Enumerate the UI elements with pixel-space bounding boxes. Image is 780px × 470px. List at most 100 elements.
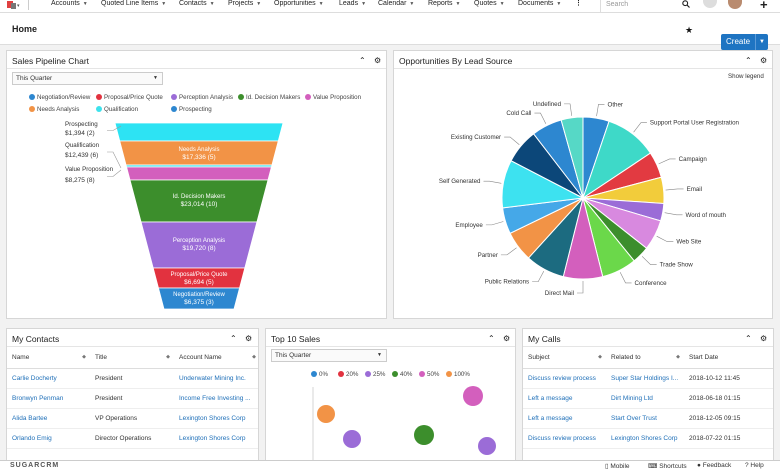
nav-leads[interactable]: Leads ▼ — [339, 0, 367, 7]
sort-icon[interactable]: ◆ — [676, 354, 680, 360]
legend-item-25[interactable]: 25% — [365, 371, 385, 378]
user-avatar[interactable] — [728, 0, 742, 9]
related-to-link[interactable]: Start Over Trust — [606, 408, 684, 429]
gear-icon[interactable]: ⚙ — [760, 334, 768, 343]
legend-label: Value Proposition — [313, 94, 362, 101]
funnel-callout-value: $12,439 (6) — [65, 152, 98, 159]
nav-projects[interactable]: Projects ▼ — [228, 0, 262, 7]
legend-item-qualification[interactable]: Qualification — [96, 106, 138, 113]
call-subject-link[interactable]: Discuss review process — [523, 428, 606, 449]
my-calls-dashlet: My Calls ⌃ ⚙ Subject ◆ Related to ◆ Start … — [522, 328, 774, 468]
legend-dot-icon — [365, 371, 371, 377]
favorite-star-icon[interactable]: ★ — [685, 25, 694, 35]
funnel-segment-prospecting[interactable] — [114, 122, 284, 142]
gear-icon[interactable]: ⚙ — [503, 334, 511, 343]
notifications-avatar[interactable] — [703, 0, 717, 8]
sales-bubble[interactable] — [343, 430, 361, 448]
legend-dot-icon — [311, 371, 317, 377]
related-to-link[interactable]: Lexington Shores Corp — [606, 428, 684, 449]
legend-item-value-proposition[interactable]: Value Proposition — [305, 94, 361, 101]
top-sales-filter-select[interactable]: This Quarter ▼ — [271, 349, 387, 362]
contact-name-link[interactable]: Orlando Emig — [7, 428, 90, 449]
call-subject-link[interactable]: Left a message — [523, 408, 606, 429]
legend-item-100[interactable]: 100% — [446, 371, 470, 378]
collapse-chevron-icon[interactable]: ⌃ — [745, 56, 752, 65]
contact-title: VP Operations — [90, 408, 174, 429]
sugar-cube-logo-icon[interactable]: ▾ — [6, 1, 20, 11]
quick-create-plus-icon[interactable]: + — [760, 0, 768, 12]
column-header-name[interactable]: Name ◆ — [7, 348, 90, 369]
gear-icon[interactable]: ⚙ — [760, 56, 768, 65]
funnel-segment-negotiation-review[interactable] — [157, 287, 241, 310]
legend-item-proposal-price-quote[interactable]: Proposal/Price Quote — [96, 94, 163, 101]
contact-name-link[interactable]: Carlie Docherty — [7, 368, 90, 389]
related-to-link[interactable]: Super Star Holdings I... — [606, 368, 684, 389]
nav-opportunities[interactable]: Opportunities ▼ — [274, 0, 324, 7]
sales-bubble[interactable] — [414, 425, 434, 445]
show-legend-link[interactable]: Show legend — [728, 73, 764, 80]
sort-icon[interactable]: ◆ — [598, 354, 602, 360]
contact-name-link[interactable]: Bronwyn Penman — [7, 388, 90, 409]
create-dropdown-caret-icon[interactable]: ▼ — [755, 34, 768, 50]
contact-name-link[interactable]: Alida Bartee — [7, 408, 90, 429]
legend-item-40[interactable]: 40% — [392, 371, 412, 378]
legend-item-50[interactable]: 50% — [419, 371, 439, 378]
page-header: Home ★ Create ▼ — [0, 13, 780, 50]
column-header-subject[interactable]: Subject ◆ — [523, 348, 606, 369]
column-header-start-date[interactable]: Start Date — [684, 348, 773, 369]
help-link[interactable]: ? Help — [745, 462, 764, 469]
gear-icon[interactable]: ⚙ — [374, 56, 382, 65]
nav-calendar[interactable]: Calendar ▼ — [378, 0, 415, 7]
legend-item-20[interactable]: 20% — [338, 371, 358, 378]
nav-accounts[interactable]: Accounts ▼ — [51, 0, 88, 7]
search-input[interactable]: Search — [606, 1, 629, 8]
sales-bubble[interactable] — [317, 405, 335, 423]
chevron-down-icon: ▼ — [209, 1, 215, 7]
pipeline-filter-select[interactable]: This Quarter ▼ — [12, 72, 163, 85]
pie-slice-undefined[interactable] — [560, 116, 584, 199]
column-header-related-to[interactable]: Related to ◆ — [606, 348, 684, 369]
sales-bubble[interactable] — [463, 386, 483, 406]
sort-icon[interactable]: ◆ — [252, 354, 256, 360]
gear-icon[interactable]: ⚙ — [245, 334, 253, 343]
call-start-date: 2018-12-05 09:15 — [684, 408, 773, 429]
nav-quotes[interactable]: Quotes ▼ — [474, 0, 505, 7]
pie-label: Other — [608, 101, 623, 108]
create-button[interactable]: Create ▼ — [721, 34, 768, 50]
shortcuts-link[interactable]: ⌨ Shortcuts — [648, 463, 687, 470]
legend-item-negotiation-review[interactable]: Negotiation/Review — [29, 94, 90, 101]
more-menu-icon[interactable]: ⋮ — [575, 0, 582, 7]
column-header-account-name[interactable]: Account Name ◆ — [174, 348, 258, 369]
collapse-chevron-icon[interactable]: ⌃ — [359, 56, 366, 65]
legend-item-prospecting[interactable]: Prospecting — [171, 106, 212, 113]
legend-item-perception-analysis[interactable]: Perception Analysis — [171, 94, 233, 101]
nav-contacts[interactable]: Contacts ▼ — [179, 0, 215, 7]
account-name-link[interactable]: Underwater Mining Inc. — [174, 368, 258, 389]
sort-icon[interactable]: ◆ — [82, 354, 86, 360]
sales-bubble[interactable] — [478, 437, 496, 455]
global-search[interactable]: Search — [600, 0, 695, 12]
collapse-chevron-icon[interactable]: ⌃ — [745, 334, 752, 343]
account-name-link[interactable]: Lexington Shores Corp — [174, 408, 258, 429]
nav-quoted-line-items[interactable]: Quoted Line Items ▼ — [101, 0, 167, 7]
search-icon[interactable] — [682, 0, 690, 8]
feedback-link[interactable]: ● Feedback — [697, 462, 732, 469]
collapse-chevron-icon[interactable]: ⌃ — [230, 334, 237, 343]
related-to-link[interactable]: Dirt Mining Ltd — [606, 388, 684, 409]
collapse-chevron-icon[interactable]: ⌃ — [488, 334, 495, 343]
account-name-link[interactable]: Income Free Investing ... — [174, 388, 258, 409]
pie-label-line — [665, 188, 684, 191]
funnel-segment-needs-analysis[interactable] — [119, 140, 279, 166]
mobile-link[interactable]: ▯ Mobile — [605, 463, 630, 470]
call-subject-link[interactable]: Left a message — [523, 388, 606, 409]
legend-item-id-decision-makers[interactable]: Id. Decision Makers — [238, 94, 300, 101]
sort-icon[interactable]: ◆ — [166, 354, 170, 360]
funnel-segment-value-proposition[interactable] — [126, 166, 272, 181]
column-header-title[interactable]: Title ◆ — [90, 348, 174, 369]
account-name-link[interactable]: Lexington Shores Corp — [174, 428, 258, 449]
legend-item-0[interactable]: 0% — [311, 371, 328, 378]
nav-reports[interactable]: Reports ▼ — [428, 0, 461, 7]
legend-item-needs-analysis[interactable]: Needs Analysis — [29, 106, 79, 113]
nav-documents[interactable]: Documents ▼ — [518, 0, 562, 7]
call-subject-link[interactable]: Discuss review process — [523, 368, 606, 389]
